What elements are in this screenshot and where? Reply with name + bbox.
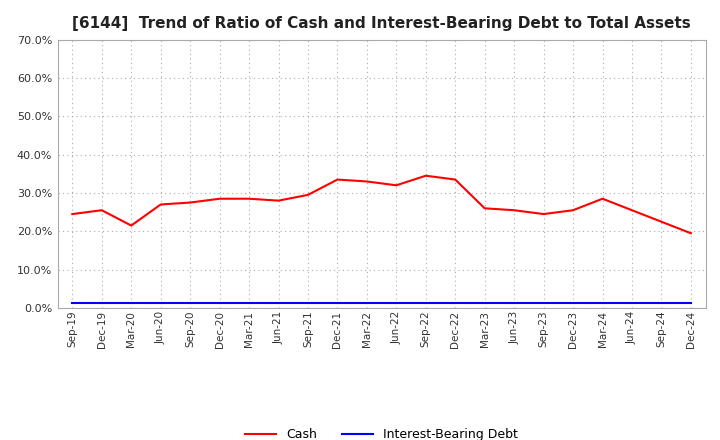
Interest-Bearing Debt <box>510 301 518 306</box>
Interest-Bearing Debt <box>186 301 194 306</box>
Cash <box>598 196 607 202</box>
Cash <box>539 211 548 216</box>
Cash <box>657 219 666 224</box>
Cash <box>628 208 636 213</box>
Interest-Bearing Debt <box>657 301 666 306</box>
Cash <box>510 208 518 213</box>
Cash <box>421 173 430 178</box>
Interest-Bearing Debt <box>97 301 106 306</box>
Interest-Bearing Debt <box>68 301 76 306</box>
Legend: Cash, Interest-Bearing Debt: Cash, Interest-Bearing Debt <box>245 428 518 440</box>
Cash <box>333 177 342 182</box>
Cash <box>215 196 224 202</box>
Interest-Bearing Debt <box>628 301 636 306</box>
Cash <box>97 208 106 213</box>
Cash <box>687 231 696 236</box>
Interest-Bearing Debt <box>363 301 372 306</box>
Interest-Bearing Debt <box>392 301 400 306</box>
Interest-Bearing Debt <box>333 301 342 306</box>
Interest-Bearing Debt <box>156 301 165 306</box>
Cash <box>127 223 135 228</box>
Title: [6144]  Trend of Ratio of Cash and Interest-Bearing Debt to Total Assets: [6144] Trend of Ratio of Cash and Intere… <box>72 16 691 32</box>
Line: Cash: Cash <box>72 176 691 233</box>
Interest-Bearing Debt <box>215 301 224 306</box>
Cash <box>451 177 459 182</box>
Interest-Bearing Debt <box>245 301 253 306</box>
Cash <box>274 198 283 203</box>
Interest-Bearing Debt <box>421 301 430 306</box>
Cash <box>156 202 165 207</box>
Cash <box>363 179 372 184</box>
Interest-Bearing Debt <box>687 301 696 306</box>
Interest-Bearing Debt <box>480 301 489 306</box>
Cash <box>392 183 400 188</box>
Interest-Bearing Debt <box>274 301 283 306</box>
Cash <box>245 196 253 202</box>
Cash <box>68 211 76 216</box>
Cash <box>186 200 194 205</box>
Interest-Bearing Debt <box>569 301 577 306</box>
Interest-Bearing Debt <box>304 301 312 306</box>
Interest-Bearing Debt <box>598 301 607 306</box>
Cash <box>569 208 577 213</box>
Interest-Bearing Debt <box>451 301 459 306</box>
Cash <box>304 192 312 198</box>
Interest-Bearing Debt <box>539 301 548 306</box>
Cash <box>480 205 489 211</box>
Interest-Bearing Debt <box>127 301 135 306</box>
